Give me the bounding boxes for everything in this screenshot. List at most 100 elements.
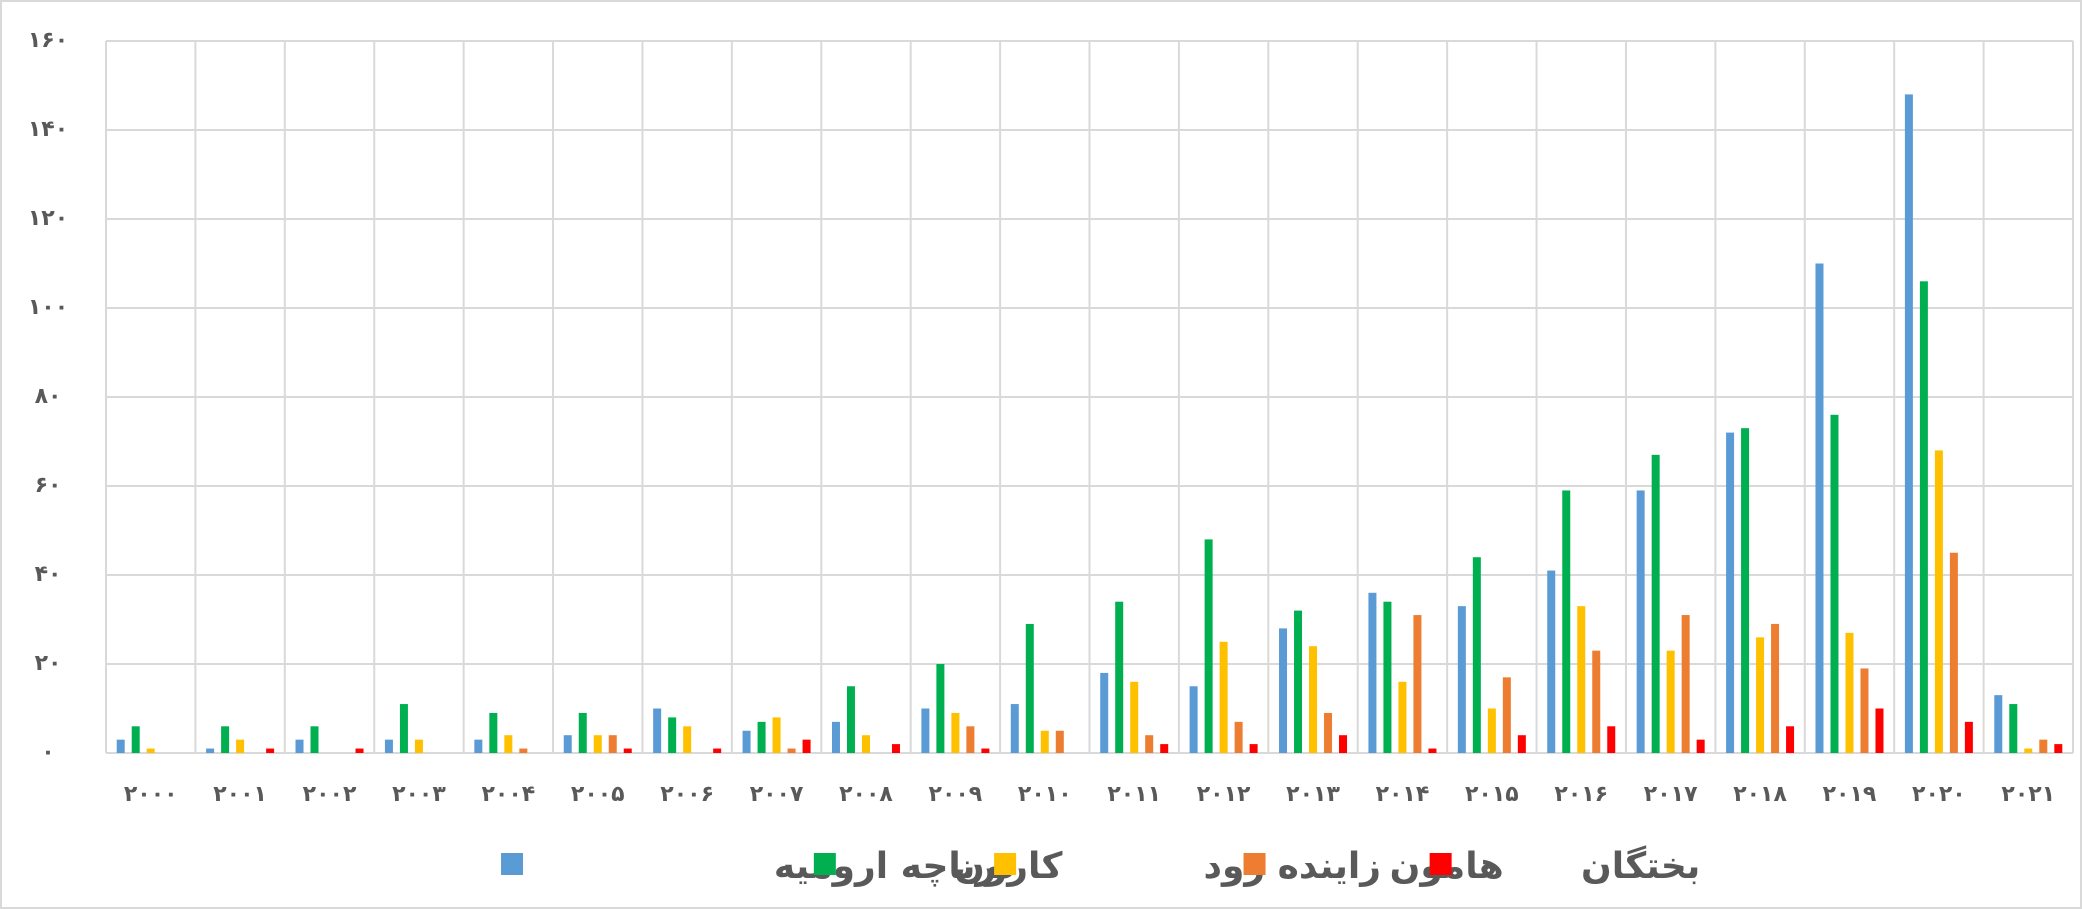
bar [1428, 748, 1437, 753]
x-tick-label: ۲۰۰۸ [839, 782, 893, 807]
bar [1756, 637, 1765, 753]
bar [921, 708, 930, 753]
bar [1294, 610, 1303, 753]
bar [563, 735, 572, 753]
bar [236, 739, 245, 753]
legend-label: بختگان [1581, 845, 1700, 887]
bar [1577, 606, 1586, 753]
y-tick-label: ۱۰۰ [28, 295, 68, 320]
bar [891, 744, 900, 753]
bar [1547, 570, 1556, 753]
bar [1309, 646, 1318, 753]
bar [295, 739, 304, 753]
bar [1040, 730, 1049, 753]
bar [1741, 428, 1750, 753]
bar [742, 730, 751, 753]
bar [1845, 632, 1854, 753]
bar [831, 721, 840, 753]
bar [399, 704, 408, 753]
bar [1413, 615, 1422, 753]
bar [206, 748, 215, 753]
bar [1830, 414, 1839, 753]
bar [1666, 650, 1675, 753]
bar [1055, 730, 1064, 753]
bar [802, 739, 811, 753]
bar [1726, 432, 1735, 753]
bar [1934, 450, 1943, 753]
bar [1100, 672, 1109, 753]
bar [1949, 552, 1958, 753]
bar [474, 739, 483, 753]
bar [578, 712, 587, 753]
bar [146, 748, 155, 753]
y-tick-label: ۱۴۰ [28, 117, 68, 142]
bar [608, 735, 617, 753]
bar [1115, 601, 1124, 753]
bar [1815, 263, 1824, 753]
bar [1219, 641, 1228, 753]
x-tick-label: ۲۰۰۷ [750, 782, 804, 807]
bar [757, 721, 766, 753]
bar [1472, 557, 1481, 753]
bar [519, 748, 528, 753]
bar [787, 748, 796, 753]
bar [1502, 677, 1511, 753]
x-tick-label: ۲۰۱۹ [1823, 782, 1877, 807]
y-tick-label: ۱۶۰ [28, 28, 68, 53]
bar [1994, 695, 2003, 753]
bar [966, 726, 975, 753]
bar [1324, 712, 1333, 753]
x-tick-label: ۲۰۰۴ [481, 782, 535, 807]
y-tick-label: ۶۰ [35, 473, 62, 498]
bar [1771, 623, 1780, 753]
bar [1279, 628, 1288, 753]
bar [221, 726, 230, 753]
bar [384, 739, 393, 753]
bar [504, 735, 513, 753]
bar [653, 708, 662, 753]
x-tick-label: ۲۰۱۸ [1733, 782, 1787, 807]
bar [1964, 721, 1973, 753]
x-tick-label: ۲۰۰۰ [124, 782, 178, 807]
bar [1204, 539, 1213, 753]
x-tick-label: ۲۰۱۷ [1644, 782, 1698, 807]
y-tick-label: ۱۲۰ [28, 206, 68, 231]
bar [1904, 94, 1913, 753]
bar [846, 686, 855, 753]
bar [266, 748, 275, 753]
bar [1607, 726, 1616, 753]
x-tick-label: ۲۰۰۱ [213, 782, 267, 807]
bar [1383, 601, 1392, 753]
bar [1130, 681, 1139, 753]
bar [713, 748, 722, 753]
bar [1249, 744, 1258, 753]
x-tick-label: ۲۰۱۳ [1286, 782, 1340, 807]
bar [1398, 681, 1407, 753]
bar [1025, 623, 1034, 753]
bar [772, 717, 781, 753]
bar [1189, 686, 1198, 753]
legend-swatch [1243, 853, 1266, 875]
x-tick-label: ۲۰۰۹ [929, 782, 983, 807]
y-tick-label: ۸۰ [35, 384, 62, 409]
bar [951, 712, 960, 753]
bar [981, 748, 990, 753]
bar [1860, 668, 1869, 753]
x-tick-label: ۲۰۰۲ [303, 782, 357, 807]
x-tick-label: ۲۰۱۰ [1018, 782, 1072, 807]
bar [668, 717, 677, 753]
y-tick-label: ۲۰ [35, 651, 62, 676]
bar [623, 748, 632, 753]
bar [1339, 735, 1348, 753]
bar [131, 726, 140, 753]
bar [1786, 726, 1795, 753]
x-tick-label: ۲۰۱۱ [1107, 782, 1161, 807]
legend-label: زاینده رود [1204, 846, 1381, 887]
bar [1592, 650, 1601, 753]
bar [1145, 735, 1154, 753]
x-tick-label: ۲۰۲۱ [2001, 782, 2055, 807]
bar [1562, 490, 1571, 753]
bar [1696, 739, 1705, 753]
bar [1517, 735, 1526, 753]
